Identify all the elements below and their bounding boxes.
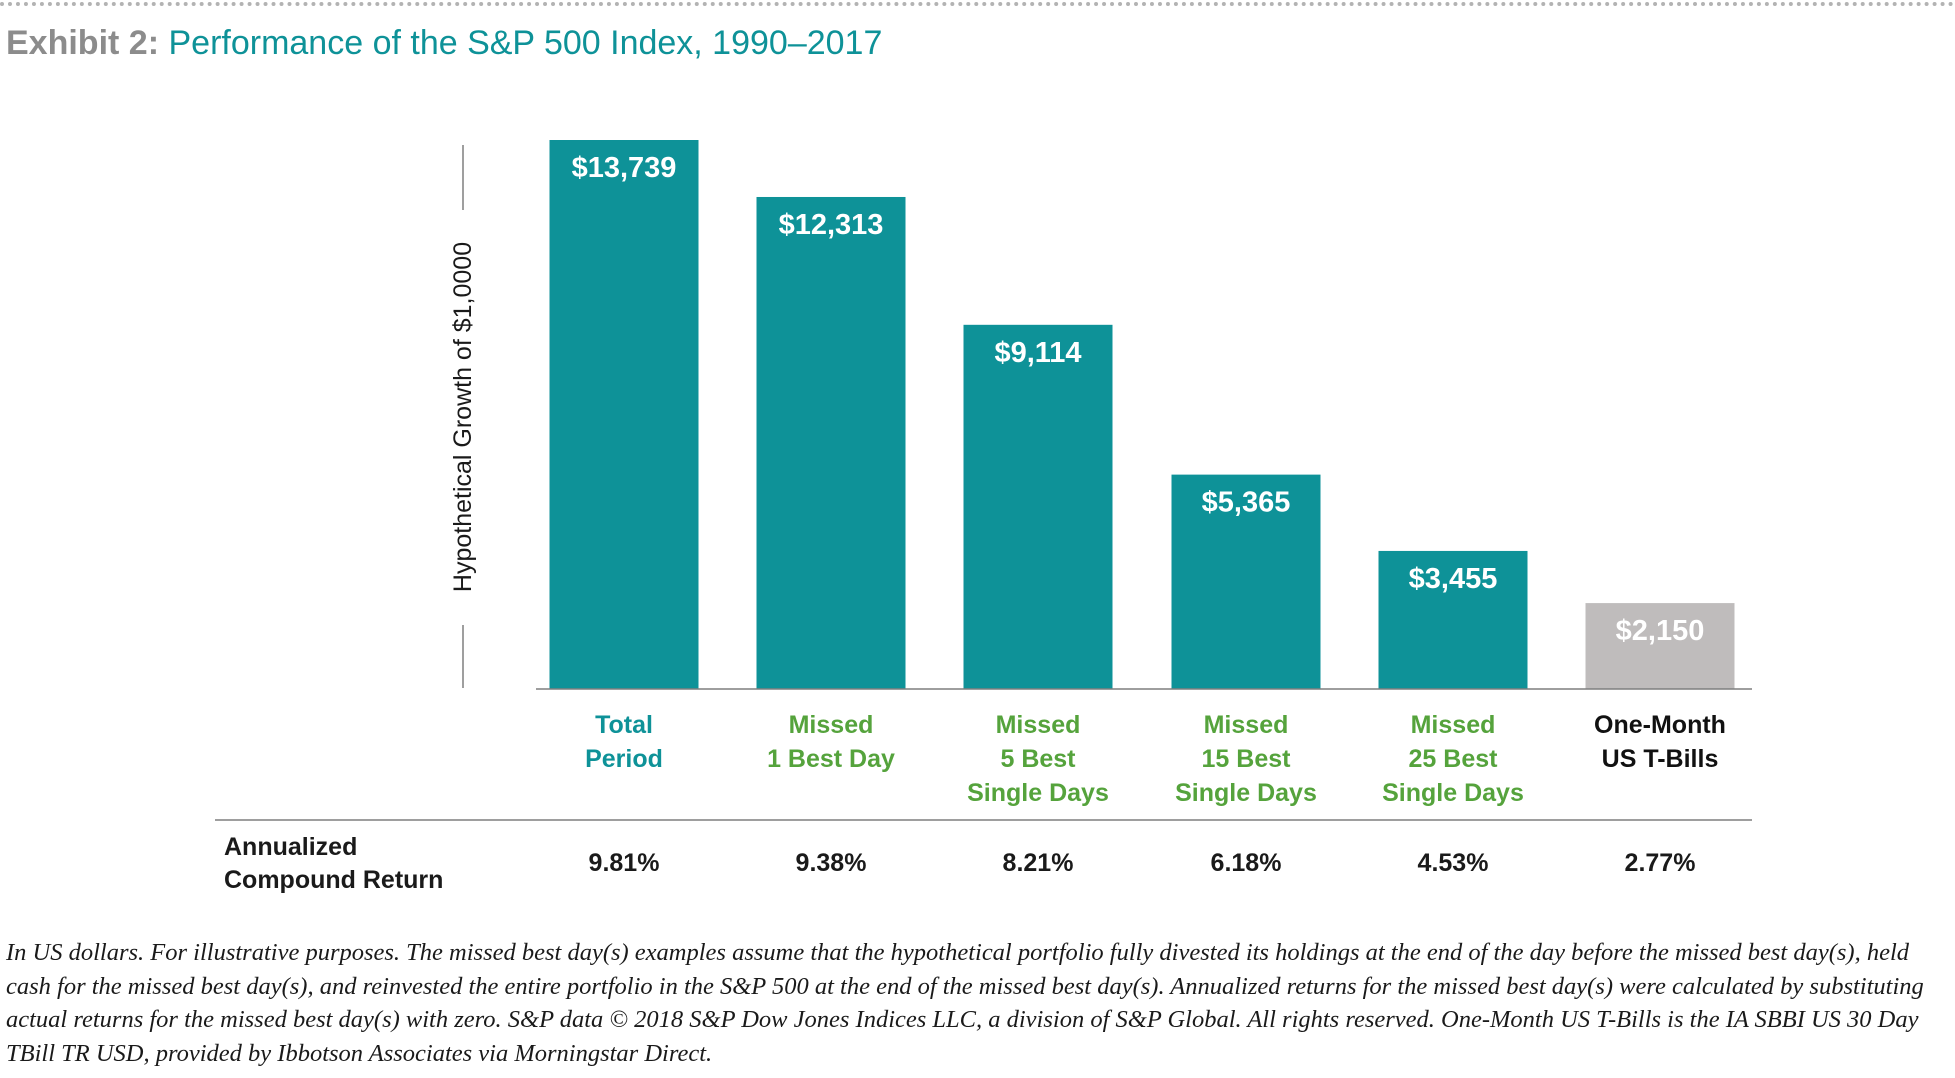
returns-row-label: Annualized Compound Return xyxy=(224,833,443,894)
return-value-4: 6.18% xyxy=(1211,849,1282,877)
return-value-2: 9.38% xyxy=(796,849,867,877)
return-value-6: 2.77% xyxy=(1625,849,1696,877)
bar-value-label-1: $13,739 xyxy=(572,152,677,184)
bar-value-label-5: $3,455 xyxy=(1409,563,1498,595)
bar-2 xyxy=(756,196,906,689)
return-value-1: 9.81% xyxy=(589,849,660,877)
category-line: 25 Best xyxy=(1409,745,1499,773)
y-axis: Hypothetical Growth of $1,0000 xyxy=(449,145,477,688)
category-line: Missed xyxy=(1204,711,1289,739)
bar-value-label-6: $2,150 xyxy=(1616,615,1705,647)
category-line: Total xyxy=(595,711,653,739)
category-label-3: Missed 5 Best Single Days xyxy=(967,711,1109,807)
return-value-3: 8.21% xyxy=(1003,849,1074,877)
category-labels: Total Period Missed 1 Best Day Missed 5 Best S… xyxy=(585,711,1726,807)
title-text: Performance of the S&P 500 Index, 1990–2… xyxy=(168,24,883,62)
bar-1 xyxy=(549,140,699,689)
exhibit-label: Exhibit 2: xyxy=(6,24,160,62)
return-value-5: 4.53% xyxy=(1418,849,1489,877)
returns-row: 9.81% 9.38% 8.21% 6.18% 4.53% 2.77% Annualized… xyxy=(224,833,1695,894)
category-line: 15 Best xyxy=(1202,745,1292,773)
bar-value-label-2: $12,313 xyxy=(779,209,884,241)
top-dotted-rule xyxy=(0,2,1955,6)
category-line: Period xyxy=(585,745,663,773)
category-label-6: One-Month US T-Bills xyxy=(1594,711,1726,773)
bar-4 xyxy=(1171,474,1321,689)
category-line: Missed xyxy=(996,711,1081,739)
bar-5 xyxy=(1378,550,1528,689)
bar-value-label-3: $9,114 xyxy=(994,337,1081,369)
category-line: One-Month xyxy=(1594,711,1726,739)
returns-label-line: Annualized xyxy=(224,833,357,861)
category-label-1: Total Period xyxy=(585,711,663,773)
y-axis-label: Hypothetical Growth of $1,0000 xyxy=(449,242,477,592)
bar-value-label-4: $5,365 xyxy=(1202,487,1291,519)
category-label-2: Missed 1 Best Day xyxy=(767,711,895,773)
category-line: Missed xyxy=(789,711,874,739)
category-label-4: Missed 15 Best Single Days xyxy=(1175,711,1317,807)
bar-6 xyxy=(1585,603,1735,689)
bar-3 xyxy=(963,324,1113,689)
category-label-5: Missed 25 Best Single Days xyxy=(1382,711,1524,807)
category-line: 1 Best Day xyxy=(767,745,895,773)
category-line: Single Days xyxy=(1175,779,1317,807)
footnote: In US dollars. For illustrative purposes… xyxy=(6,939,1924,1067)
returns-label-line: Compound Return xyxy=(224,866,443,894)
category-line: Missed xyxy=(1411,711,1496,739)
category-line: US T-Bills xyxy=(1602,745,1719,773)
category-line: Single Days xyxy=(1382,779,1524,807)
bar-chart: Hypothetical Growth of $1,0000 $13,739$1… xyxy=(215,140,1752,894)
bars-group: $13,739 $12,313 $9,114 $5,365 $3,455 $2,150 xyxy=(549,140,1735,689)
category-line: Single Days xyxy=(967,779,1109,807)
category-line: 5 Best xyxy=(1000,745,1076,773)
chart-title: Exhibit 2: Performance of the S&P 500 In… xyxy=(6,24,882,63)
